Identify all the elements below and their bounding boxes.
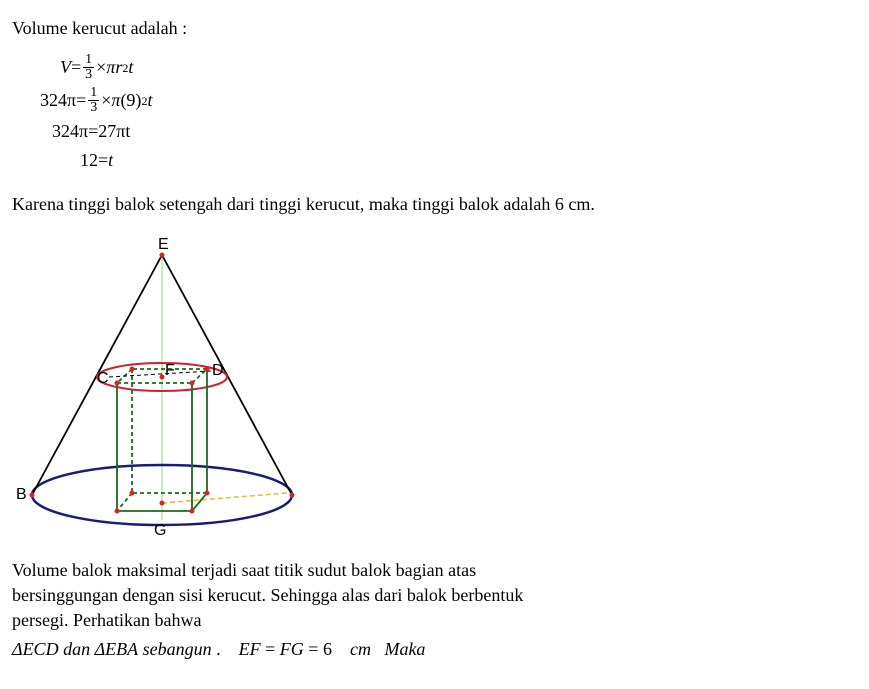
svg-text:G: G <box>154 522 166 539</box>
f1-pi: π <box>106 55 115 80</box>
cone-figure: ECDFBAG <box>12 235 857 540</box>
f1-eq: = <box>71 55 81 80</box>
outro-line-1: Volume balok maksimal terjadi saat titik… <box>12 560 476 580</box>
f1-t: t <box>128 55 133 80</box>
sebangun: sebangun <box>143 639 212 659</box>
last-line: ΔECD dan ΔEBA sebangun . EF = FG = 6 cm … <box>12 637 857 662</box>
outro-block: Volume balok maksimal terjadi saat titik… <box>12 558 857 634</box>
outro-line-3: persegi. Perhatikan bahwa <box>12 610 201 630</box>
cone-svg: ECDFBAG <box>12 235 297 540</box>
f2-lhs: 324π <box>40 88 76 113</box>
f4-eq: = <box>98 148 108 173</box>
formula-block: V = 1 3 × π r 2 t 324π = 1 3 × π (9) 2 t… <box>40 53 857 173</box>
svg-text:E: E <box>158 236 169 253</box>
cm: cm <box>350 639 376 659</box>
f1-mult: × <box>96 55 106 80</box>
svg-text:F: F <box>165 362 175 379</box>
mid-text: Karena tinggi balok setengah dari tinggi… <box>12 192 857 217</box>
svg-text:B: B <box>16 486 27 503</box>
outro-line-2: bersinggungan dengan sisi kerucut. Sehin… <box>12 585 523 605</box>
fg: FG <box>280 639 304 659</box>
f1-r: r <box>115 55 122 80</box>
f2-num: 1 <box>88 86 99 101</box>
tri-eba: ΔEBA <box>95 639 139 659</box>
f3-rhs-text: 27πt <box>98 121 130 141</box>
f3-rhs: 27πt <box>98 119 130 144</box>
f2-mult: × <box>101 88 111 113</box>
f2-eq: = <box>76 88 86 113</box>
svg-text:D: D <box>212 362 224 379</box>
dot: . <box>216 639 225 659</box>
f1-lhs: V <box>60 55 71 80</box>
maka: Maka <box>384 639 425 659</box>
f2-lhs-text: 324π <box>40 90 76 110</box>
tri-ecd: ΔECD <box>12 639 59 659</box>
f1-den: 3 <box>83 68 94 82</box>
f2-pi: π <box>111 88 120 113</box>
f1-frac: 1 3 <box>83 53 94 82</box>
f3-eq: = <box>88 119 98 144</box>
formula-line-3: 324π = 27πt <box>40 119 857 144</box>
svg-text:C: C <box>97 370 109 387</box>
intro-text: Volume kerucut adalah : <box>12 16 857 41</box>
f3-lhs: 324π <box>52 119 88 144</box>
dan: dan <box>63 639 95 659</box>
f4-rhs: t <box>108 148 113 173</box>
f2-den: 3 <box>88 101 99 115</box>
formula-line-1: V = 1 3 × π r 2 t <box>40 53 857 82</box>
ef: EF <box>239 639 261 659</box>
eq2: = 6 <box>308 639 332 659</box>
eq1: = <box>265 639 280 659</box>
f4-lhs: 12 <box>80 148 98 173</box>
formula-line-4: 12 = t <box>40 148 857 173</box>
f2-nine: (9) <box>120 88 141 113</box>
f1-num: 1 <box>83 53 94 68</box>
f2-frac: 1 3 <box>88 86 99 115</box>
f2-t: t <box>147 88 152 113</box>
formula-line-2: 324π = 1 3 × π (9) 2 t <box>40 86 857 115</box>
